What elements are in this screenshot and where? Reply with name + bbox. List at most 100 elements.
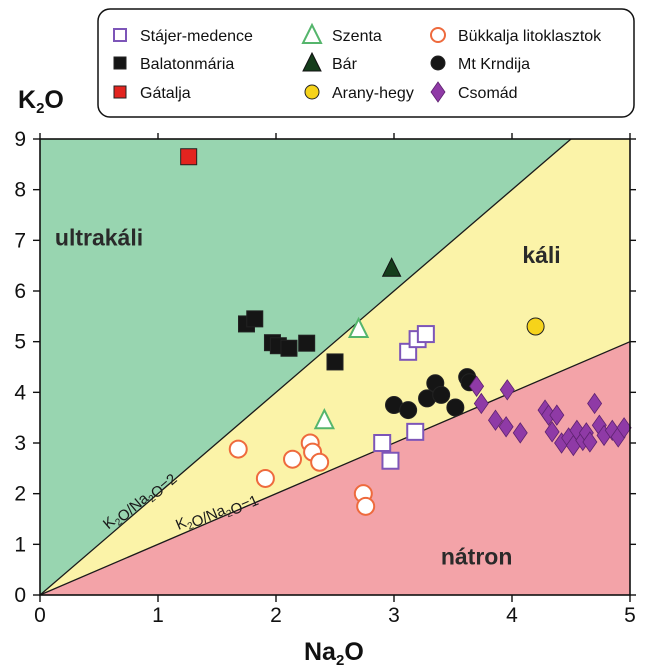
data-point-csom-d (544, 421, 560, 443)
series-st-jer-medence (373, 325, 435, 470)
data-point-csom-d (512, 422, 528, 444)
data-point-balatonm-ria (326, 353, 344, 371)
legend-item-arany-hegy: Arany-hegy (304, 84, 414, 102)
x-tick-label: 5 (624, 604, 636, 627)
data-point-mt-krndija (399, 401, 418, 420)
legend-item-balatonm-ria: Balatonmária (113, 56, 234, 73)
legend-label: Csomád (458, 85, 518, 102)
subscript: 2 (147, 493, 159, 505)
series-szenta (313, 316, 370, 430)
data-point-b-r (381, 257, 402, 277)
series-g-talja (180, 148, 198, 166)
legend-label: Bükkalja litoklasztok (458, 28, 602, 45)
legend-label: Balatonmária (140, 56, 234, 73)
series-b-kkalja-litoklasztok (228, 433, 376, 516)
axis-title-subscript: 2 (36, 100, 44, 117)
legend-item-st-jer-medence: Stájer-medence (113, 28, 253, 45)
series-csom-d (469, 375, 632, 457)
data-point-balatonm-ria (280, 339, 298, 357)
legend-item-g-talja: Gátalja (113, 85, 191, 102)
data-point-b-kkalja-litoklasztok (310, 452, 330, 472)
boundary-line-1 (40, 139, 572, 595)
legend-marker (113, 85, 127, 99)
series-balatonm-ria (238, 310, 344, 371)
x-tick-label: 2 (270, 604, 282, 627)
legend-label: Mt Krndija (458, 56, 530, 73)
legend-marker (430, 81, 446, 103)
y-tick-label: 7 (14, 229, 26, 252)
x-tick-label: 4 (506, 604, 518, 627)
legend-marker (430, 55, 446, 71)
y-tick-label: 6 (14, 280, 26, 303)
legend-marker (301, 22, 323, 44)
axis-title-part: K (18, 86, 36, 114)
y-tick-label: 0 (14, 584, 26, 607)
data-point-b-kkalja-litoklasztok (356, 496, 376, 516)
y-tick-label: 8 (14, 179, 26, 202)
legend-marker (302, 51, 322, 72)
data-point-st-jer-medence (373, 434, 392, 452)
data-point-st-jer-medence (406, 422, 425, 441)
data-point-st-jer-medence (416, 325, 435, 344)
legend-item-szenta: Szenta (301, 22, 382, 45)
y-tick-label: 3 (14, 432, 26, 455)
legend-marker (113, 28, 127, 42)
field-label-kali: káli (522, 242, 560, 268)
data-point-csom-d (473, 392, 489, 415)
data-point-csom-d (499, 379, 515, 401)
subscript: 2 (186, 520, 196, 532)
x-tick-label: 3 (388, 604, 400, 627)
legend-item-b-kkalja-litoklasztok: Bükkalja litoklasztok (430, 27, 602, 45)
data-point-b-kkalja-litoklasztok (255, 468, 275, 488)
legend-box (97, 8, 635, 118)
axis-title-part: O (344, 638, 363, 666)
y-tick-label: 9 (14, 128, 26, 151)
legend-label: Szenta (332, 28, 382, 45)
data-point-csom-d (587, 392, 603, 415)
data-point-csom-d (582, 431, 598, 453)
x-tick-label: 1 (152, 604, 164, 627)
data-point-szenta (347, 316, 370, 338)
data-point-csom-d (469, 375, 485, 397)
series-mt-krndija (385, 368, 479, 420)
data-point-csom-d (616, 417, 632, 439)
data-point-szenta (313, 407, 335, 430)
legend-marker (430, 27, 446, 43)
data-point-csom-d (549, 404, 565, 426)
data-point-st-jer-medence (381, 451, 400, 470)
legend-label: Bár (332, 56, 358, 73)
data-point-b-kkalja-litoklasztok (283, 449, 303, 469)
series-b-r (381, 257, 402, 277)
data-point-mt-krndija (432, 385, 451, 404)
data-point-b-kkalja-litoklasztok (228, 439, 248, 459)
field-label-ultra: ultrakáli (55, 224, 143, 250)
axis-title-subscript: 2 (336, 652, 344, 669)
data-point-balatonm-ria (298, 334, 316, 352)
series-arany-hegy (526, 317, 545, 336)
data-point-mt-krndija (446, 398, 465, 417)
legend-marker (304, 84, 320, 100)
axis-title-part: O (44, 86, 63, 114)
subscript: 2 (113, 516, 125, 528)
data-point-g-talja (180, 148, 198, 166)
legend-label: Arany-hegy (332, 85, 414, 102)
x-tick-label: 0 (34, 604, 46, 627)
legend-label: Stájer-medence (140, 28, 253, 45)
y-tick-label: 4 (14, 381, 26, 404)
boundary-line-2 (40, 341, 630, 595)
legend-item-b-r: Bár (302, 51, 358, 73)
y-tick-label: 5 (14, 331, 26, 354)
y-tick-label: 2 (14, 483, 26, 506)
axis-title-part: Na (304, 638, 337, 666)
data-point-arany-hegy (526, 317, 545, 336)
data-point-csom-d (487, 409, 503, 431)
data-point-balatonm-ria (246, 310, 264, 328)
y-tick-label: 1 (14, 533, 26, 556)
data-point-csom-d (498, 416, 514, 438)
y-axis-title: K2O (18, 86, 64, 117)
x-axis-title: Na2O (304, 638, 364, 669)
field-label-natron: nátron (441, 544, 513, 570)
legend-item-mt-krndija: Mt Krndija (430, 55, 530, 73)
subscript: 2 (225, 508, 235, 520)
